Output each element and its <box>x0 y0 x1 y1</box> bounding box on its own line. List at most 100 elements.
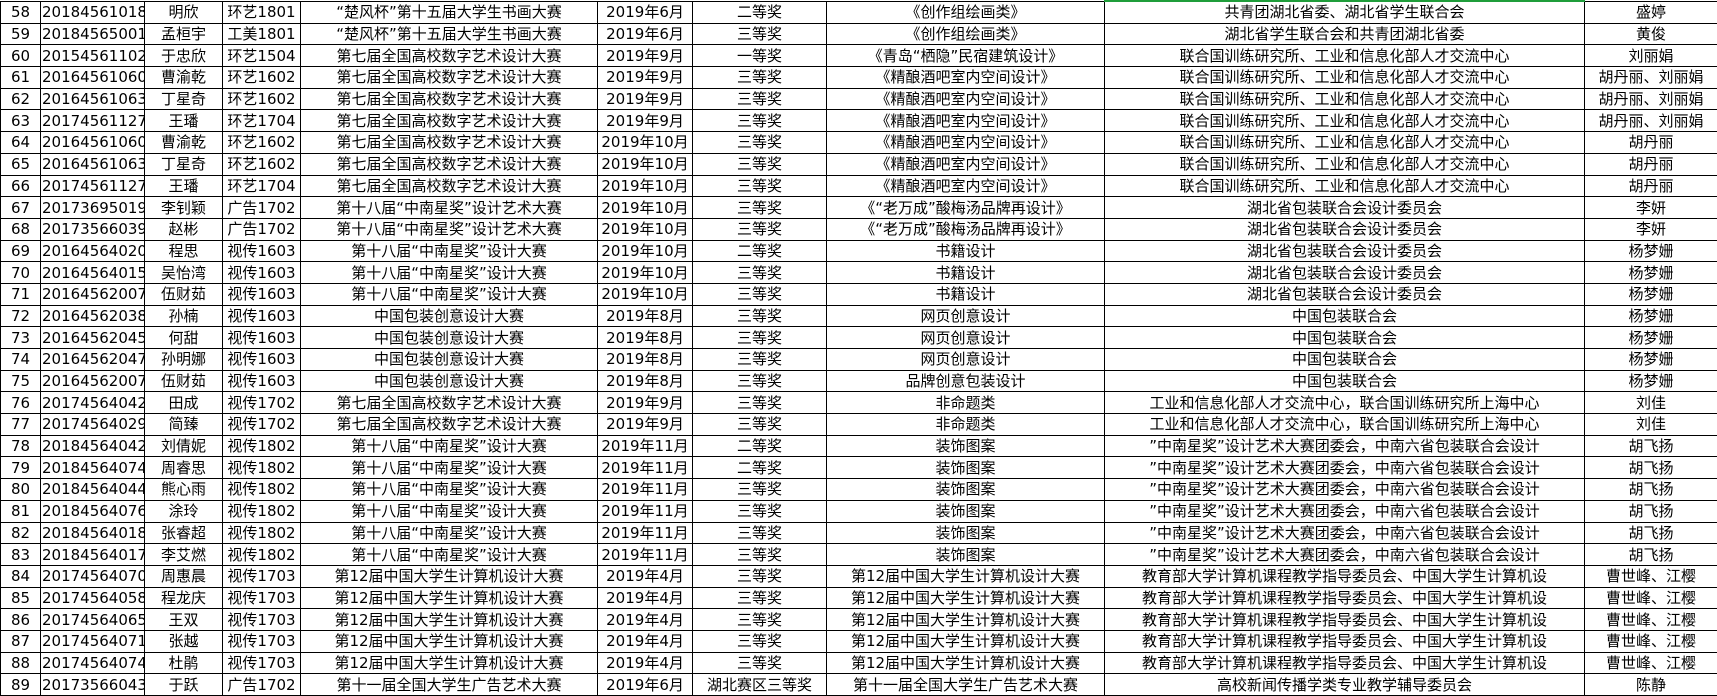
row-number-cell[interactable]: 68 <box>1 218 41 240</box>
student-id-cell[interactable]: 20184564074 <box>41 457 145 479</box>
class-cell[interactable]: 工美1801 <box>223 23 301 45</box>
class-cell[interactable]: 环艺1504 <box>223 45 301 67</box>
work-title-cell[interactable]: 《创作组绘画类》 <box>827 23 1105 45</box>
award-cell[interactable]: 三等奖 <box>693 327 827 349</box>
student-name-cell[interactable]: 何甜 <box>145 327 223 349</box>
date-cell[interactable]: 2019年11月 <box>598 435 693 457</box>
award-cell[interactable]: 三等奖 <box>693 88 827 110</box>
advisor-cell[interactable]: 曹世峰、江樱 <box>1585 587 1717 609</box>
advisor-cell[interactable]: 杨梦姗 <box>1585 349 1717 371</box>
award-cell[interactable]: 三等奖 <box>693 630 827 652</box>
student-name-cell[interactable]: 吴怡湾 <box>145 262 223 284</box>
class-cell[interactable]: 视传1702 <box>223 414 301 436</box>
date-cell[interactable]: 2019年9月 <box>598 392 693 414</box>
work-title-cell[interactable]: 第12届中国大学生计算机设计大赛 <box>827 652 1105 674</box>
student-id-cell[interactable]: 20164561060 <box>41 67 145 89</box>
student-name-cell[interactable]: 孙楠 <box>145 305 223 327</box>
organizer-cell[interactable]: 教育部大学计算机课程教学指导委员会、中国大学生计算机设 <box>1105 630 1585 652</box>
row-number-cell[interactable]: 74 <box>1 349 41 371</box>
class-cell[interactable]: 视传1703 <box>223 652 301 674</box>
student-id-cell[interactable]: 20164561063 <box>41 153 145 175</box>
award-cell[interactable]: 三等奖 <box>693 349 827 371</box>
competition-cell[interactable]: 第十八届“中南星奖”设计大赛 <box>301 283 598 305</box>
student-id-cell[interactable]: 20173695019 <box>41 197 145 219</box>
student-id-cell[interactable]: 20174564070 <box>41 565 145 587</box>
student-name-cell[interactable]: 田成 <box>145 392 223 414</box>
work-title-cell[interactable]: 装饰图案 <box>827 479 1105 501</box>
organizer-cell[interactable]: 共青团湖北省委、湖北省学生联合会 <box>1105 1 1585 23</box>
work-title-cell[interactable]: 《精酿酒吧室内空间设计》 <box>827 88 1105 110</box>
student-name-cell[interactable]: 明欣 <box>145 1 223 23</box>
work-title-cell[interactable]: 品牌创意包装设计 <box>827 370 1105 392</box>
competition-cell[interactable]: 第十八届“中南星奖”设计大赛 <box>301 262 598 284</box>
row-number-cell[interactable]: 60 <box>1 45 41 67</box>
organizer-cell[interactable]: ”中南星奖”设计艺术大赛团委会，中南六省包装联合会设计 <box>1105 544 1585 566</box>
student-id-cell[interactable]: 20174564065 <box>41 609 145 631</box>
award-cell[interactable]: 三等奖 <box>693 479 827 501</box>
organizer-cell[interactable]: 中国包装联合会 <box>1105 349 1585 371</box>
student-name-cell[interactable]: 王璠 <box>145 175 223 197</box>
advisor-cell[interactable]: 黄俊 <box>1585 23 1717 45</box>
student-id-cell[interactable]: 20164564015 <box>41 262 145 284</box>
student-id-cell[interactable]: 20184561018 <box>41 1 145 23</box>
class-cell[interactable]: 视传1802 <box>223 479 301 501</box>
student-id-cell[interactable]: 20184564076 <box>41 500 145 522</box>
date-cell[interactable]: 2019年9月 <box>598 45 693 67</box>
student-name-cell[interactable]: 李钊颖 <box>145 197 223 219</box>
student-name-cell[interactable]: 丁星奇 <box>145 153 223 175</box>
advisor-cell[interactable]: 胡丹丽 <box>1585 175 1717 197</box>
date-cell[interactable]: 2019年8月 <box>598 349 693 371</box>
student-name-cell[interactable]: 孟桓宇 <box>145 23 223 45</box>
row-number-cell[interactable]: 77 <box>1 414 41 436</box>
class-cell[interactable]: 视传1802 <box>223 435 301 457</box>
advisor-cell[interactable]: 胡飞扬 <box>1585 500 1717 522</box>
class-cell[interactable]: 环艺1602 <box>223 88 301 110</box>
date-cell[interactable]: 2019年4月 <box>598 609 693 631</box>
advisor-cell[interactable]: 曹世峰、江樱 <box>1585 609 1717 631</box>
advisor-cell[interactable]: 胡飞扬 <box>1585 479 1717 501</box>
competition-cell[interactable]: 中国包装创意设计大赛 <box>301 327 598 349</box>
organizer-cell[interactable]: 湖北省包装联合会设计委员会 <box>1105 218 1585 240</box>
class-cell[interactable]: 环艺1801 <box>223 1 301 23</box>
date-cell[interactable]: 2019年4月 <box>598 630 693 652</box>
student-name-cell[interactable]: 简臻 <box>145 414 223 436</box>
work-title-cell[interactable]: 装饰图案 <box>827 457 1105 479</box>
student-id-cell[interactable]: 20164562038 <box>41 305 145 327</box>
work-title-cell[interactable]: 《“老万成”酸梅汤品牌再设计》 <box>827 218 1105 240</box>
row-number-cell[interactable]: 66 <box>1 175 41 197</box>
advisor-cell[interactable]: 杨梦姗 <box>1585 240 1717 262</box>
class-cell[interactable]: 视传1703 <box>223 630 301 652</box>
work-title-cell[interactable]: 第十一届全国大学生广告艺术大赛 <box>827 674 1105 696</box>
award-cell[interactable]: 三等奖 <box>693 652 827 674</box>
competition-cell[interactable]: 中国包装创意设计大赛 <box>301 305 598 327</box>
advisor-cell[interactable]: 陈静 <box>1585 674 1717 696</box>
competition-cell[interactable]: 第七届全国高校数字艺术设计大赛 <box>301 153 598 175</box>
class-cell[interactable]: 视传1603 <box>223 370 301 392</box>
award-cell[interactable]: 三等奖 <box>693 197 827 219</box>
work-title-cell[interactable]: 装饰图案 <box>827 544 1105 566</box>
student-name-cell[interactable]: 王璠 <box>145 110 223 132</box>
student-name-cell[interactable]: 曹渝乾 <box>145 132 223 154</box>
work-title-cell[interactable]: 书籍设计 <box>827 262 1105 284</box>
student-name-cell[interactable]: 程龙庆 <box>145 587 223 609</box>
advisor-cell[interactable]: 曹世峰、江樱 <box>1585 652 1717 674</box>
student-name-cell[interactable]: 刘倩妮 <box>145 435 223 457</box>
row-number-cell[interactable]: 84 <box>1 565 41 587</box>
advisor-cell[interactable]: 胡飞扬 <box>1585 457 1717 479</box>
competition-cell[interactable]: 第十八届“中南星奖”设计艺术大赛 <box>301 218 598 240</box>
class-cell[interactable]: 环艺1602 <box>223 153 301 175</box>
row-number-cell[interactable]: 64 <box>1 132 41 154</box>
competition-cell[interactable]: 第十八届“中南星奖”设计大赛 <box>301 435 598 457</box>
date-cell[interactable]: 2019年9月 <box>598 110 693 132</box>
work-title-cell[interactable]: 第12届中国大学生计算机设计大赛 <box>827 565 1105 587</box>
advisor-cell[interactable]: 杨梦姗 <box>1585 262 1717 284</box>
advisor-cell[interactable]: 胡飞扬 <box>1585 435 1717 457</box>
class-cell[interactable]: 环艺1704 <box>223 110 301 132</box>
award-cell[interactable]: 二等奖 <box>693 240 827 262</box>
date-cell[interactable]: 2019年10月 <box>598 197 693 219</box>
class-cell[interactable]: 视传1603 <box>223 327 301 349</box>
competition-cell[interactable]: 第十八届“中南星奖”设计大赛 <box>301 500 598 522</box>
award-cell[interactable]: 三等奖 <box>693 565 827 587</box>
award-cell[interactable]: 三等奖 <box>693 305 827 327</box>
student-name-cell[interactable]: 涂玲 <box>145 500 223 522</box>
